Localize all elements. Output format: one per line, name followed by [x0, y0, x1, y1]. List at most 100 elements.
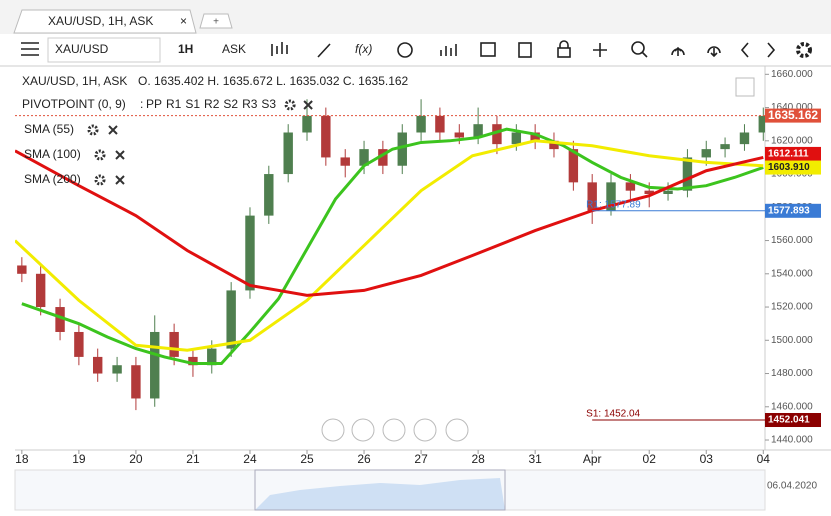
settings-icon[interactable]: [284, 99, 296, 111]
y-tick-label: 1440.000: [771, 435, 813, 446]
ohlc-text: O. 1635.402 H. 1635.672 L. 1635.032 C. 1…: [138, 74, 409, 88]
pivot-label: S1: 1452.04: [586, 409, 640, 420]
y-tick-label: 1480.000: [771, 368, 813, 379]
remove-icon[interactable]: [115, 150, 125, 160]
remove-icon[interactable]: [303, 100, 313, 110]
new-tab-label: +: [213, 17, 219, 28]
candle-body: [150, 331, 160, 399]
candle-body: [283, 132, 293, 175]
candle-body: [302, 115, 312, 133]
symbol: XAU/USD: [55, 42, 109, 56]
zoom-controls[interactable]: [321, 418, 469, 442]
candle-body: [378, 149, 388, 166]
candle-body: [473, 124, 483, 138]
toolbar-icons[interactable]: f(x): [271, 40, 812, 58]
y-tick-label: 1460.000: [771, 401, 813, 412]
settings-icon[interactable]: [87, 124, 99, 136]
pivot-legend-item: R3: [242, 97, 258, 111]
candle-body: [245, 215, 255, 291]
candle-body: [625, 182, 636, 191]
x-tick-label: 27: [414, 452, 428, 466]
x-tick-label: 25: [300, 452, 314, 466]
price-tag-label: 1452.041: [768, 415, 810, 426]
settings-icon[interactable]: [94, 149, 106, 161]
menu-button[interactable]: [21, 42, 39, 56]
pivot-legend-item: S1: [185, 97, 200, 111]
price-tag-label: 1635.162: [768, 108, 818, 122]
popout-button[interactable]: [735, 77, 755, 97]
new-tab[interactable]: [199, 13, 233, 29]
sma-line: [15, 149, 764, 297]
candle-body: [340, 157, 350, 166]
candle-body: [35, 273, 46, 308]
y-tick-label: 1640.000: [771, 102, 813, 113]
candle-body: [397, 132, 407, 166]
price-tag: [765, 160, 821, 175]
candle-body: [359, 149, 369, 166]
x-tick-label: Apr: [583, 452, 602, 466]
candle-body: [416, 115, 426, 133]
candle-body: [55, 307, 65, 332]
navigator-window[interactable]: [254, 469, 506, 511]
price-tag: [765, 146, 821, 161]
plot: [15, 99, 765, 421]
price-tag-label: 1603.910: [768, 162, 810, 173]
remove-icon[interactable]: [108, 125, 118, 135]
pivot-legend-item: S3: [261, 97, 276, 111]
x-tick-label: 21: [186, 452, 200, 466]
pivot-label: R1: 1577.89: [586, 199, 641, 210]
pivot-legend-colon: :: [140, 97, 143, 111]
price-tag: [765, 108, 821, 123]
candle-body: [644, 190, 654, 194]
candle-body: [321, 115, 331, 158]
x-tick-label: 31: [528, 452, 542, 466]
x-tick-label: 26: [357, 452, 371, 466]
candle-body: [720, 144, 730, 150]
tab-title: XAU/USD, 1H, ASK: [48, 14, 153, 28]
y-tick-label: 1540.000: [771, 268, 813, 279]
x-tick-label: 02: [643, 452, 657, 466]
symbol-field[interactable]: [47, 37, 161, 63]
candle-body: [17, 265, 27, 274]
y-tick-label: 1660.000: [771, 69, 813, 80]
x-tick-label: 24: [243, 452, 257, 466]
candle-body: [169, 331, 179, 357]
tab[interactable]: [13, 9, 197, 34]
candle-body: [454, 132, 465, 138]
sma-line: [15, 139, 764, 352]
candle-body: [606, 182, 616, 211]
candle-body: [682, 157, 693, 191]
candle-body: [492, 124, 502, 145]
legend-entry[interactable]: SMA (55): [24, 122, 74, 136]
svg-text:f(x): f(x): [355, 42, 372, 56]
side[interactable]: ASK: [222, 42, 246, 56]
pivot-legend: PIVOTPOINT (0, 9): [22, 97, 126, 111]
pivot-legend-item: PP: [146, 97, 162, 111]
y-tick-label: 1500.000: [771, 335, 813, 346]
x-tick-label: 20: [129, 452, 143, 466]
candle-body: [739, 132, 750, 145]
price-tag-label: 1577.893: [768, 205, 810, 216]
settings-icon[interactable]: [94, 174, 106, 186]
sma-line: [21, 127, 764, 366]
candle-body: [587, 182, 597, 211]
legend-entry[interactable]: SMA (200): [24, 172, 81, 186]
chart-title: XAU/USD, 1H, ASK: [22, 74, 127, 88]
pivot-legend-item: S2: [223, 97, 238, 111]
tab-close[interactable]: ×: [180, 14, 187, 28]
candle-body: [549, 140, 559, 150]
candle-body: [435, 115, 445, 133]
candle-body: [511, 132, 522, 145]
x-tick-label: 04: [757, 452, 771, 466]
x-tick-label: 28: [471, 452, 485, 466]
candle-body: [74, 331, 84, 357]
pivot-legend-item: R1: [166, 97, 182, 111]
remove-icon[interactable]: [115, 175, 125, 185]
candle-body: [663, 190, 673, 194]
x-tick-label: 19: [72, 452, 86, 466]
legend-entry[interactable]: SMA (100): [24, 147, 81, 161]
y-tick-label: 1560.000: [771, 235, 813, 246]
candle-body: [264, 174, 274, 216]
interval[interactable]: 1H: [178, 42, 193, 56]
